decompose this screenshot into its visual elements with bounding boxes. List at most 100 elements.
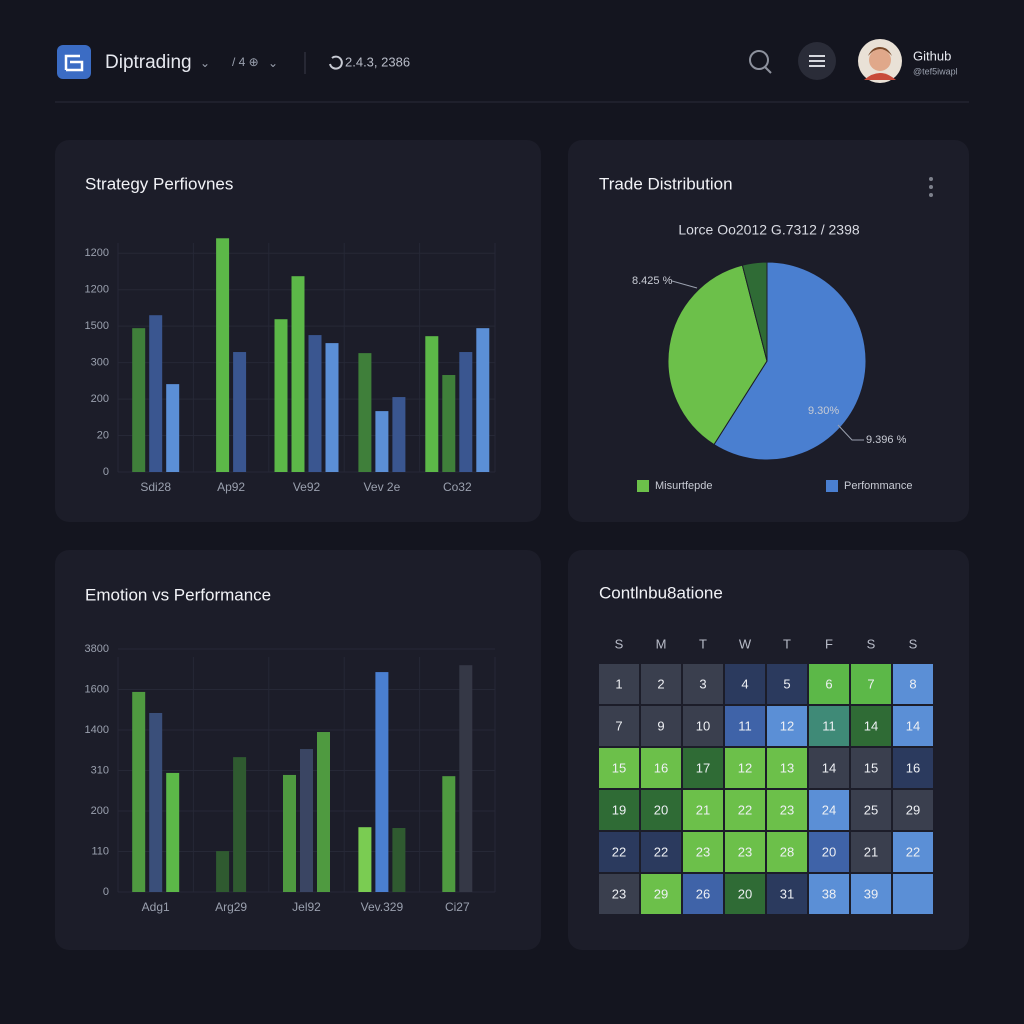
calendar-day: 16: [906, 760, 920, 775]
calendar-cell: [725, 748, 765, 788]
calendar-day: 3: [699, 676, 706, 691]
calendar-cell: [725, 664, 765, 704]
chevron: ⌄: [268, 56, 278, 70]
calendar-cell: [683, 790, 723, 830]
weekday-label: S: [867, 636, 876, 651]
bar: [392, 397, 406, 472]
bar: [166, 772, 180, 892]
bar: [442, 776, 456, 892]
menu-icon: [809, 55, 825, 67]
calendar-day: 11: [822, 718, 836, 733]
y-tick-label: 310: [91, 764, 109, 776]
pie-slice: [667, 264, 768, 446]
bar: [149, 712, 163, 892]
calendar-cell: [893, 790, 933, 830]
calendar-cell: [851, 706, 891, 746]
calendar-day: 16: [654, 760, 668, 775]
chart-title: Trade Distribution: [599, 174, 733, 193]
calendar-cell: [599, 790, 639, 830]
calendar-cell: [641, 790, 681, 830]
y-tick-label: 1500: [85, 320, 109, 332]
calendar-cell: [725, 832, 765, 872]
more-icon: [929, 193, 933, 197]
bar: [233, 352, 247, 472]
calendar-cell: [893, 748, 933, 788]
bar: [308, 335, 322, 472]
bar: [283, 774, 296, 892]
y-tick-label: 300: [91, 357, 109, 369]
calendar-day: 15: [612, 760, 626, 775]
calendar-day: 1: [615, 676, 622, 691]
calendar-day: 29: [906, 802, 920, 817]
x-tick-label: Sdi28: [140, 480, 171, 494]
search-icon[interactable]: [749, 50, 769, 70]
bar: [274, 319, 288, 472]
calendar-day: 6: [825, 676, 832, 691]
calendar-cell: [809, 706, 849, 746]
calendar-day: 4: [741, 676, 748, 691]
calendar-day: 23: [738, 844, 752, 859]
refresh-icon[interactable]: [329, 55, 343, 70]
bar: [149, 315, 163, 472]
calendar-cell: [809, 874, 849, 914]
x-tick-label: Ci27: [445, 900, 470, 914]
calendar-cell: [641, 832, 681, 872]
calendar-day: 21: [696, 802, 710, 817]
pie-slice: [713, 261, 867, 461]
more-icon: [929, 185, 933, 189]
breadcrumb[interactable]: / 4 ⊕: [232, 55, 259, 69]
calendar-cell: [893, 874, 933, 914]
x-tick-label: Co32: [443, 480, 472, 494]
search-icon-handle: [764, 66, 772, 74]
calendar-cell: [767, 790, 807, 830]
x-tick-label: Ap92: [217, 480, 245, 494]
calendar-day: 7: [867, 676, 874, 691]
bar: [291, 276, 305, 472]
calendar-cell: [683, 874, 723, 914]
user-name: Github: [913, 48, 951, 63]
calendar-cell: [809, 664, 849, 704]
calendar-cell: [851, 748, 891, 788]
calendar-cell: [641, 706, 681, 746]
calendar-cell: [599, 664, 639, 704]
chart-title: Strategy Perfiovnes: [85, 174, 233, 193]
pie-slice: [741, 261, 768, 362]
y-tick-label: 1200: [85, 284, 109, 296]
calendar-day: 23: [780, 802, 794, 817]
calendar-day: 5: [783, 676, 790, 691]
y-tick-label: 200: [91, 393, 109, 405]
calendar-cell: [767, 748, 807, 788]
calendar-cell: [641, 748, 681, 788]
y-tick-label: 1600: [85, 683, 109, 695]
calendar-cell: [641, 664, 681, 704]
calendar-day: 38: [822, 886, 836, 901]
brand[interactable]: Diptrading: [105, 52, 192, 73]
legend-label: Misurtfepde: [655, 480, 712, 492]
avatar-face: [869, 49, 891, 71]
calendar-day: 29: [654, 886, 668, 901]
calendar-day: 13: [780, 760, 794, 775]
more-icon[interactable]: [929, 177, 933, 181]
calendar-title: Contlnbu8atione: [599, 583, 723, 602]
bar: [392, 828, 406, 892]
bar: [358, 827, 372, 892]
weekday-label: W: [739, 636, 752, 651]
y-tick-label: 0: [103, 466, 109, 478]
calendar-cell: [683, 706, 723, 746]
pie-annotation: 8.425 %: [632, 275, 673, 287]
weekday-label: S: [909, 636, 918, 651]
bar: [132, 328, 146, 472]
calendar-cell: [725, 706, 765, 746]
calendar-cell: [893, 832, 933, 872]
bar: [375, 672, 389, 892]
logo-glyph: [64, 54, 84, 72]
y-tick-label: 1200: [85, 247, 109, 259]
calendar-day: 12: [780, 718, 794, 733]
calendar-cell: [767, 706, 807, 746]
calendar-day: 23: [696, 844, 710, 859]
bar: [132, 691, 146, 892]
y-tick-label: 1400: [85, 724, 109, 736]
bar: [476, 328, 490, 472]
leader-line: [837, 424, 864, 441]
y-tick-label: 0: [103, 886, 109, 898]
